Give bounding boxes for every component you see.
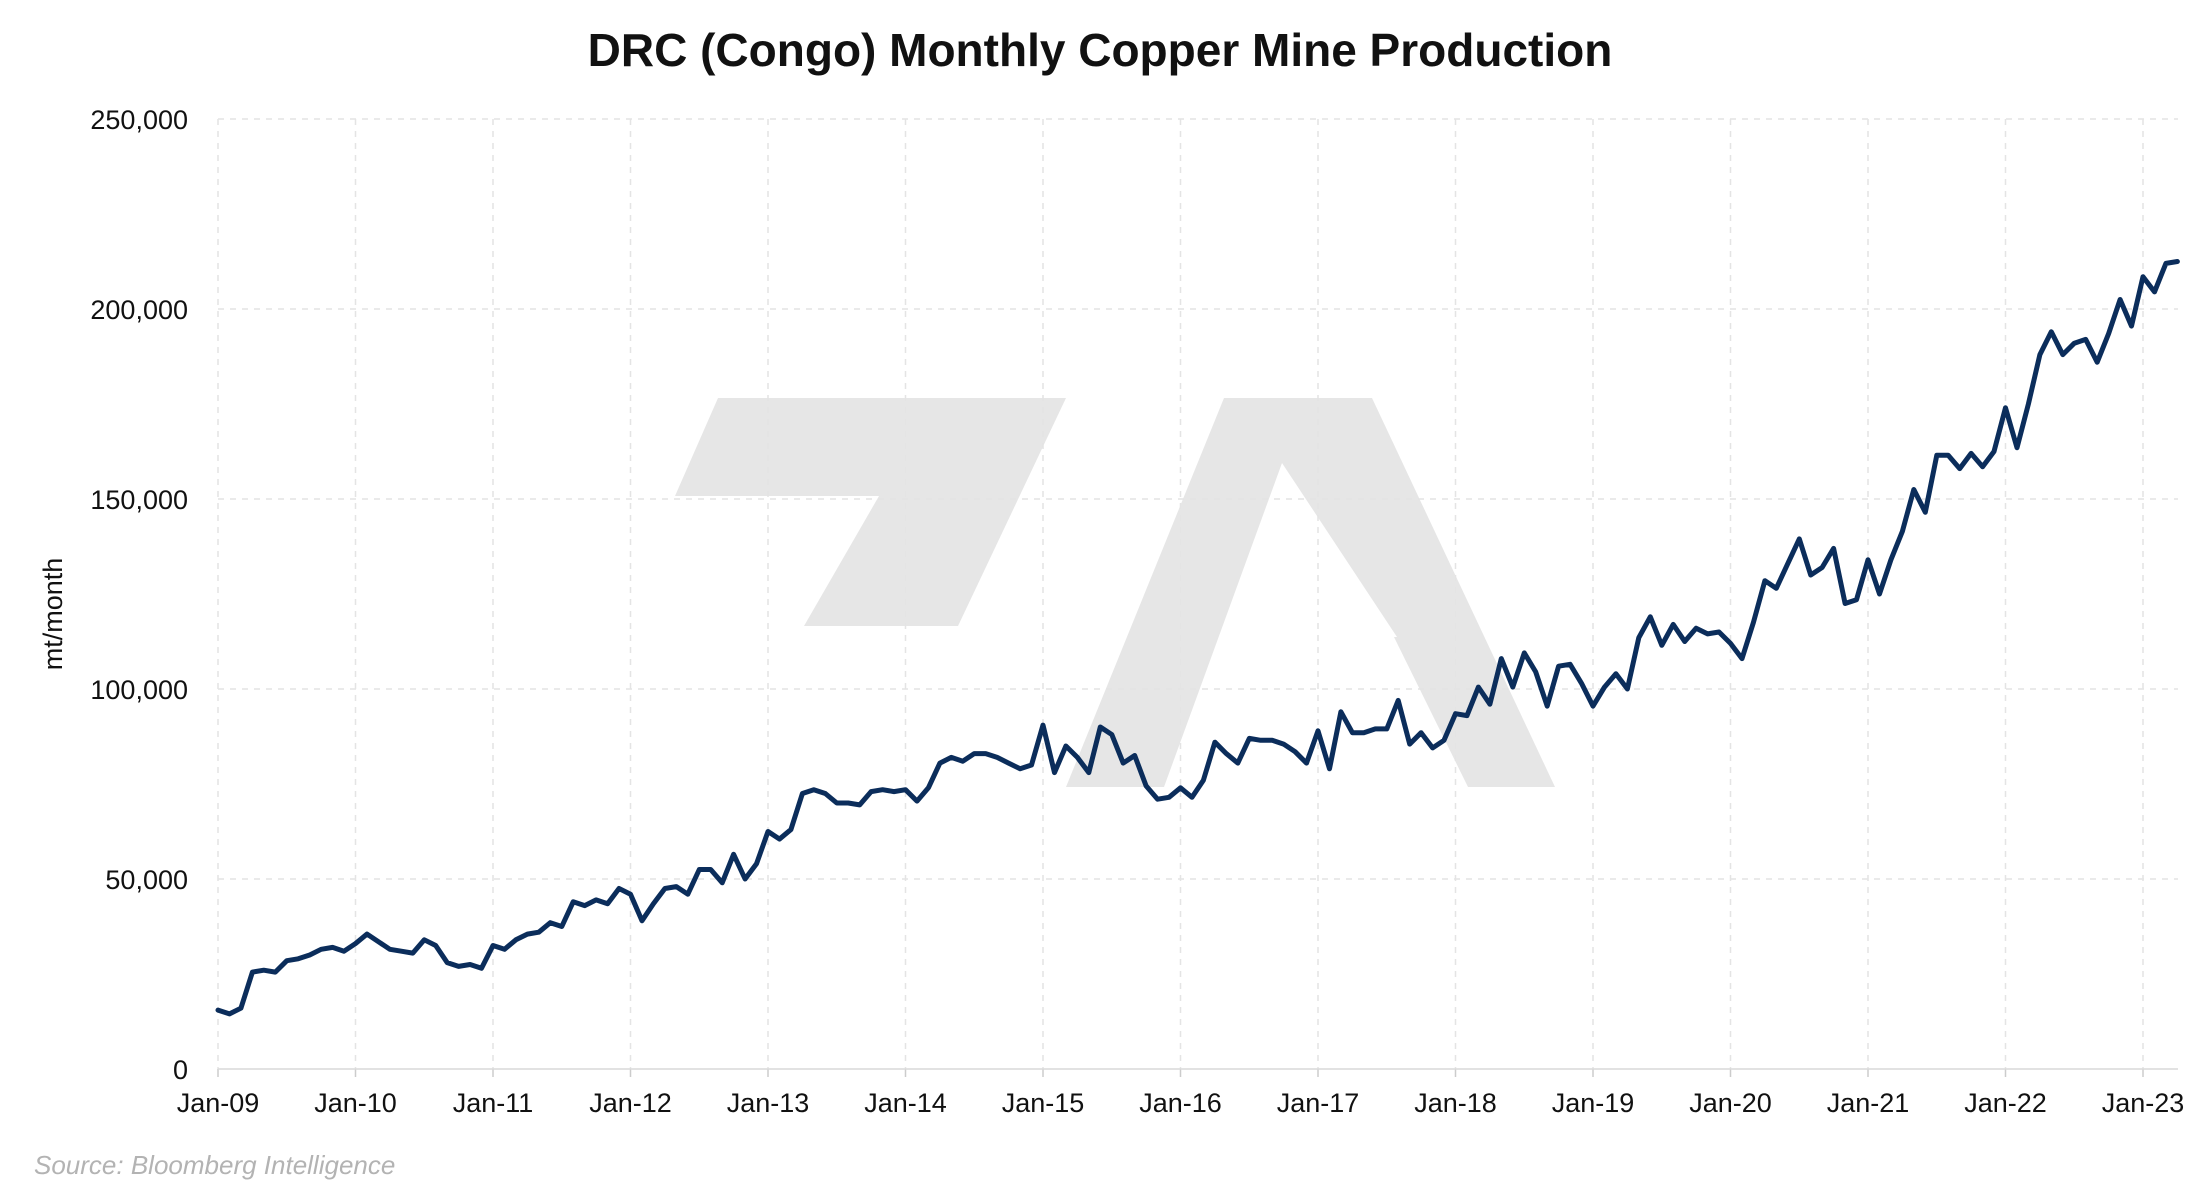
y-tick-label: 0 xyxy=(173,1055,188,1085)
y-tick-label: 50,000 xyxy=(105,865,188,895)
series-line xyxy=(215,259,2180,1017)
x-tick-label: Jan-12 xyxy=(589,1088,672,1118)
x-tick-label: Jan-14 xyxy=(864,1088,947,1118)
x-tick-label: Jan-13 xyxy=(727,1088,810,1118)
watermark-logo-right-shape xyxy=(1066,398,1555,787)
x-tick-label: Jan-16 xyxy=(1139,1088,1222,1118)
x-tick-label: Jan-10 xyxy=(314,1088,397,1118)
y-axis-ticks: 0 50,000 100,000 150,000 200,000 250,000 xyxy=(90,105,188,1085)
x-tick-label: Jan-19 xyxy=(1552,1088,1635,1118)
chart-title: DRC (Congo) Monthly Copper Mine Producti… xyxy=(588,24,1613,76)
x-tick-label: Jan-21 xyxy=(1827,1088,1910,1118)
source-note: Source: Bloomberg Intelligence xyxy=(34,1150,395,1180)
x-tick-label: Jan-20 xyxy=(1689,1088,1772,1118)
y-tick-label: 100,000 xyxy=(90,675,188,705)
y-tick-label: 200,000 xyxy=(90,295,188,325)
x-tick-label: Jan-18 xyxy=(1414,1088,1497,1118)
x-tick-label: Jan-15 xyxy=(1002,1088,1085,1118)
x-tick-label: Jan-22 xyxy=(1964,1088,2047,1118)
watermark-logo xyxy=(675,398,1555,787)
x-tick-label: Jan-17 xyxy=(1277,1088,1360,1118)
x-tick-label: Jan-23 xyxy=(2102,1088,2185,1118)
y-tick-label: 150,000 xyxy=(90,485,188,515)
series-group xyxy=(215,259,2180,1017)
y-axis-label: mt/month xyxy=(38,558,68,671)
grid xyxy=(217,118,2178,1069)
watermark-logo-left-shape xyxy=(675,398,1066,626)
x-tick-label: Jan-11 xyxy=(453,1088,534,1118)
x-tick-label: Jan-09 xyxy=(177,1088,260,1118)
x-axis-ticks: Jan-09 Jan-10 Jan-11 Jan-12 Jan-13 Jan-14 Jan-… xyxy=(177,1069,2185,1118)
y-tick-label: 250,000 xyxy=(90,105,188,135)
